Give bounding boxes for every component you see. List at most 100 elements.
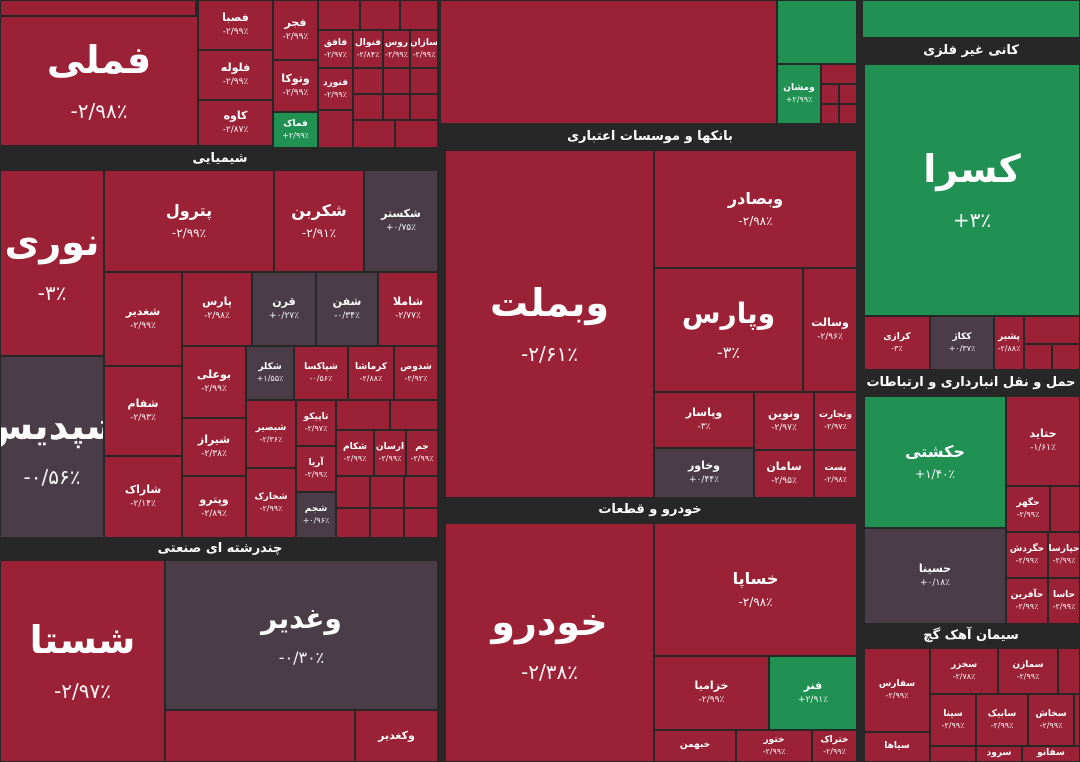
tile-shapaksa[interactable]: شپاکسا -۰/۵۶٪ [294, 346, 348, 400]
tile-small[interactable] [336, 476, 370, 508]
tile-small[interactable] [404, 476, 438, 508]
tile-fatoka[interactable]: وتوکا -۲/۹۹٪ [273, 60, 318, 112]
tile-shajam[interactable]: شجم +۰/۹۶٪ [296, 492, 336, 538]
tile-fanval[interactable]: فنوال -۲/۸۴٪ [353, 30, 383, 68]
tile-serudi[interactable]: سرود [976, 746, 1022, 762]
tile-small[interactable] [410, 94, 438, 120]
tile-shaghdir[interactable]: شغدیر -۲/۹۹٪ [104, 272, 182, 366]
tile-fasapa[interactable]: فصبا -۲/۹۹٪ [198, 0, 273, 50]
tile-safars[interactable]: سفارس -۲/۹۹٪ [864, 648, 930, 732]
tile-shapdis[interactable]: شپدیس -۰/۵۶٪ [0, 356, 104, 538]
tile-vaghadir[interactable]: وغدیر -۰/۳۰٪ [165, 560, 438, 710]
tile-sabik[interactable]: سابیک -۲/۹۹٪ [976, 694, 1028, 746]
tile-fajr[interactable]: فجر -۲/۹۹٪ [273, 0, 318, 60]
tile-green-partial[interactable] [777, 0, 857, 64]
tile-hasparsa[interactable]: حپارسا -۲/۹۹٪ [1048, 532, 1080, 578]
tile-small[interactable] [410, 68, 438, 94]
tile-small[interactable] [383, 94, 410, 120]
tile-shekalr[interactable]: شکلر +۱/۵۵٪ [246, 346, 294, 400]
tile-small[interactable] [318, 110, 353, 148]
tile-shekam[interactable]: شکام -۲/۹۹٪ [336, 430, 374, 476]
tile-shabsir[interactable]: شبصیر -۲/۳۶٪ [246, 400, 296, 468]
tile-small[interactable] [821, 84, 839, 104]
tile-small[interactable] [1024, 316, 1080, 344]
tile-shadoos[interactable]: شدوص -۲/۹۲٪ [394, 346, 438, 400]
tile-aresan[interactable]: ارسان -۲/۹۹٪ [374, 430, 406, 476]
tile-small[interactable] [839, 84, 857, 104]
tile-shafan[interactable]: شفن -۰/۳۴٪ [316, 272, 378, 346]
tile-vanovin[interactable]: ونوین -۲/۹۷٪ [754, 392, 814, 450]
tile-small[interactable] [370, 476, 404, 508]
tile-small[interactable] [336, 508, 370, 538]
tile-hasa[interactable]: حاسا -۲/۹۹٪ [1048, 578, 1080, 624]
tile-small[interactable] [821, 104, 839, 124]
tile-shamla[interactable]: شاملا -۲/۷۷٪ [378, 272, 438, 346]
tile-post[interactable]: پست -۲/۹۸٪ [814, 450, 857, 498]
tile-fross[interactable]: روس -۲/۹۹٪ [383, 30, 410, 68]
tile-green-partial[interactable] [862, 0, 1080, 38]
tile-small[interactable] [1050, 486, 1080, 532]
tile-sharak[interactable]: شاراک -۲/۱۴٪ [104, 456, 182, 538]
tile-shasta[interactable]: شستا -۲/۹۷٪ [0, 560, 165, 762]
tile-khazamia[interactable]: خزامیا -۲/۹۹٪ [654, 656, 769, 730]
tile-sefano[interactable]: سفانو [1022, 746, 1080, 762]
tile-small[interactable] [318, 0, 360, 30]
tile-hakashti[interactable]: حکشتی +۱/۴۰٪ [864, 396, 1006, 528]
tile-hataid[interactable]: حتاید -۱/۶۱٪ [1006, 396, 1080, 486]
tile-khabahman[interactable]: خبهمن [654, 730, 736, 762]
tile-small[interactable] [353, 68, 383, 94]
tile-small[interactable] [821, 64, 857, 84]
tile-vapars[interactable]: وپارس -۳٪ [654, 268, 803, 392]
tile-vamashan[interactable]: ومشان +۲/۹۹٪ [777, 64, 821, 124]
tile-hafarin[interactable]: حآفرین -۲/۹۹٪ [1006, 578, 1048, 624]
tile-small[interactable] [336, 400, 390, 430]
tile-vatejarat[interactable]: وتجارت -۲/۹۷٪ [814, 392, 857, 450]
tile-pars[interactable]: پارس -۲/۹۸٪ [182, 272, 252, 346]
tile-large-partial[interactable] [165, 710, 355, 762]
tile-fanvard[interactable]: فنورد -۲/۹۹٪ [318, 68, 353, 110]
tile-sipaha[interactable]: سیاها [864, 732, 930, 762]
tile-famak[interactable]: فماک +۲/۹۹٪ [273, 112, 318, 148]
tile-small[interactable] [353, 94, 383, 120]
tile-petrol[interactable]: پترول -۲/۹۹٪ [104, 170, 274, 272]
tile-small[interactable] [839, 104, 857, 124]
tile-sakhazar[interactable]: سخزر -۲/۷۸٪ [930, 648, 998, 694]
tile-shafam[interactable]: شفام -۲/۹۳٪ [104, 366, 182, 456]
tile-shakharak[interactable]: شخارک -۲/۹۹٪ [246, 468, 296, 538]
tile-small[interactable] [390, 400, 438, 430]
tile-samazan[interactable]: سمازن -۲/۹۹٪ [998, 648, 1058, 694]
tile-khasapa[interactable]: خساپا -۲/۹۸٪ [654, 523, 857, 656]
tile-small[interactable] [395, 120, 438, 148]
tile-kakhaz[interactable]: ککاژ +۰/۳۷٪ [930, 316, 994, 370]
tile-vakhavar[interactable]: وخاور +۰/۴۴٪ [654, 448, 754, 498]
tile-saman[interactable]: سامان -۲/۹۵٪ [754, 450, 814, 498]
tile-faloleh[interactable]: فلوله -۲/۹۹٪ [198, 50, 273, 100]
tile-gharan[interactable]: قرن +۰/۲۷٪ [252, 272, 316, 346]
tile-small[interactable] [400, 0, 438, 30]
tile-karazi[interactable]: کرازی -۳٪ [864, 316, 930, 370]
tile-tapiko[interactable]: تاپیکو -۲/۹۷٪ [296, 400, 336, 446]
tile-vasalat[interactable]: وسالت -۲/۹۶٪ [803, 268, 857, 392]
tile-khatovr[interactable]: ختور -۲/۹۹٪ [736, 730, 812, 762]
tile-pashir[interactable]: پشیر -۲/۸۸٪ [994, 316, 1024, 370]
tile-large-partial[interactable] [440, 0, 777, 124]
tile-fafagh[interactable]: فافق -۲/۹۷٪ [318, 30, 353, 68]
tile-small[interactable] [1058, 648, 1080, 694]
tile-shekastar[interactable]: شکستر +۰/۷۵٪ [364, 170, 438, 272]
tile-khodro[interactable]: خودرو -۲/۳۸٪ [445, 523, 654, 762]
tile-small[interactable] [1052, 344, 1080, 370]
tile-small[interactable] [383, 68, 410, 94]
tile-small[interactable] [1074, 694, 1080, 746]
tile-small[interactable] [1024, 344, 1052, 370]
tile-norie[interactable]: نوری -۳٪ [0, 170, 104, 356]
tile-vabomellat[interactable]: وبملت -۲/۶۱٪ [445, 150, 654, 498]
tile-kesra[interactable]: کسرا +۳٪ [864, 64, 1080, 316]
tile-fsazan[interactable]: سازان -۲/۹۹٪ [410, 30, 438, 68]
tile-seina[interactable]: سینا -۲/۹۹٪ [930, 694, 976, 746]
tile-small[interactable] [353, 120, 395, 148]
tile-fanar[interactable]: فنر +۲/۹۱٪ [769, 656, 857, 730]
tile-vapetro[interactable]: وپترو -۲/۸۹٪ [182, 476, 246, 538]
tile-shekarin[interactable]: شکربن -۲/۹۱٪ [274, 170, 364, 272]
tile-hakgar[interactable]: حگهر -۲/۹۹٪ [1006, 486, 1050, 532]
tile-small[interactable] [360, 0, 400, 30]
